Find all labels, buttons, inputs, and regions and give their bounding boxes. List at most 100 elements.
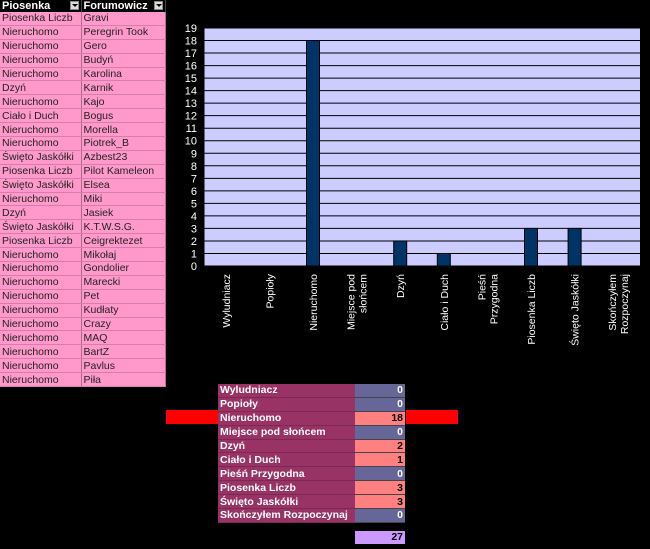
cell-user[interactable]: Ceigrektezet	[81, 233, 166, 249]
x-tick-label: Popioły	[264, 273, 276, 308]
cell-user[interactable]: Gondolier	[81, 261, 166, 276]
y-tick-label: 4	[191, 211, 197, 223]
cell-song[interactable]: Nieruchomo	[0, 275, 82, 290]
summary-label-cell[interactable]: Skończyłem Rozpoczynaj	[218, 508, 355, 523]
cell-song[interactable]: Nieruchomo	[0, 303, 82, 318]
cell-user[interactable]: Piotrek_B	[81, 136, 166, 151]
summary-value-cell[interactable]: 0	[355, 397, 405, 412]
cell-user[interactable]: Pet	[81, 289, 166, 304]
cell-user[interactable]: BartZ	[81, 344, 166, 360]
cell-song[interactable]: Nieruchomo	[0, 122, 82, 138]
filter-dropdown-icon[interactable]	[153, 1, 163, 10]
summary-label-cell[interactable]: Nieruchomo	[218, 411, 355, 426]
cell-user[interactable]: Kudłaty	[81, 303, 166, 318]
cell-song[interactable]: Święto Jaskółki	[0, 219, 82, 235]
table-row: Święto Jaskółki Elsea	[0, 178, 166, 193]
summary-label-cell[interactable]: Popioły	[218, 397, 355, 412]
y-tick-label: 7	[191, 173, 197, 185]
cell-user[interactable]: Pavlus	[81, 358, 166, 374]
cell-song[interactable]: Nieruchomo	[0, 247, 82, 263]
summary-value-cell[interactable]: 3	[355, 480, 405, 496]
cell-song[interactable]: Nieruchomo	[0, 67, 82, 82]
cell-song[interactable]: Dzyń	[0, 205, 82, 221]
cell-user[interactable]: Mikołaj	[81, 247, 166, 263]
cell-song[interactable]: Piosenka Liczb	[0, 164, 82, 179]
table-row: Nieruchomo Gero	[0, 39, 166, 54]
summary-value-cell[interactable]: 18	[355, 411, 405, 426]
cell-song[interactable]: Nieruchomo	[0, 372, 82, 388]
summary-value-cell[interactable]: 0	[355, 508, 405, 523]
cell-song[interactable]: Piosenka Liczb	[0, 233, 82, 249]
bar	[567, 227, 582, 267]
cell-user[interactable]: Peregrin Took	[81, 25, 166, 40]
summary-value-cell[interactable]: 1	[355, 452, 405, 468]
filter-dropdown-icon[interactable]	[69, 1, 79, 10]
cell-song[interactable]: Dzyń	[0, 80, 82, 96]
summary-value-cell[interactable]: 0	[355, 466, 405, 482]
cell-song[interactable]: Nieruchomo	[0, 289, 82, 304]
cell-song[interactable]: Nieruchomo	[0, 317, 82, 332]
cell-user[interactable]: Jasiek	[81, 205, 166, 221]
column-header-piosenka[interactable]: Piosenka	[0, 0, 82, 12]
summary-value-cell[interactable]: 0	[355, 425, 405, 440]
plot-area	[204, 28, 640, 266]
cell-song[interactable]: Święto Jaskółki	[0, 178, 82, 193]
summary-row: Popioły 0	[218, 397, 405, 412]
summary-label-cell[interactable]: Pieśń Przygodna	[218, 466, 355, 482]
cell-user[interactable]: Bogus	[81, 108, 166, 124]
summary-label-cell[interactable]: Dzyń	[218, 439, 355, 454]
cell-user[interactable]: Karolina	[81, 67, 166, 82]
cell-user[interactable]: Miki	[81, 192, 166, 207]
cell-song[interactable]: Nieruchomo	[0, 136, 82, 151]
cell-user[interactable]: Morella	[81, 122, 166, 138]
summary-label-cell[interactable]: Ciało i Duch	[218, 452, 355, 468]
y-tick-label: 6	[191, 186, 197, 198]
cell-user[interactable]: MAQ	[81, 330, 166, 346]
cell-user[interactable]: Gravi	[81, 12, 166, 26]
column-header-forumowicz[interactable]: Forumowicz	[81, 0, 166, 12]
summary-row: Miejsce pod słońcem 0	[218, 425, 405, 440]
cell-user[interactable]: Kajo	[81, 94, 166, 110]
vote-total-cell[interactable]: 27	[355, 531, 405, 544]
bar	[436, 252, 451, 267]
cell-song[interactable]: Nieruchomo	[0, 344, 82, 360]
highlight-marker-right	[406, 410, 458, 424]
cell-song[interactable]: Nieruchomo	[0, 53, 82, 68]
summary-label-cell[interactable]: Wyludniacz	[218, 384, 355, 398]
cell-song[interactable]: Nieruchomo	[0, 330, 82, 346]
cell-user[interactable]: Piła	[81, 372, 166, 388]
y-tick-label: 16	[185, 61, 197, 73]
y-tick-label: 17	[185, 48, 197, 60]
cell-user[interactable]: Budyń	[81, 53, 166, 68]
cell-song[interactable]: Nieruchomo	[0, 25, 82, 40]
summary-value-cell[interactable]: 0	[355, 384, 405, 398]
summary-label-cell[interactable]: Miejsce pod słońcem	[218, 425, 355, 440]
summary-value-cell[interactable]: 2	[355, 439, 405, 454]
cell-user[interactable]: Azbest23	[81, 150, 166, 165]
table-row: Piosenka Liczb Ceigrektezet	[0, 233, 166, 249]
cell-song[interactable]: Ciało i Duch	[0, 108, 82, 124]
cell-song[interactable]: Święto Jaskółki	[0, 150, 82, 165]
poll-entries-table: Piosenka Forumowicz Piosenka Liczb Gravi N…	[0, 0, 166, 388]
summary-value-cell[interactable]: 3	[355, 494, 405, 510]
column-header-label: Piosenka	[2, 0, 51, 12]
cell-song[interactable]: Nieruchomo	[0, 94, 82, 110]
cell-user[interactable]: K.T.W.S.G.	[81, 219, 166, 235]
cell-song[interactable]: Nieruchomo	[0, 39, 82, 54]
cell-user[interactable]: Marecki	[81, 275, 166, 290]
cell-song[interactable]: Nieruchomo	[0, 192, 82, 207]
summary-label-cell[interactable]: Święto Jaskółki	[218, 494, 355, 510]
cell-user[interactable]: Gero	[81, 39, 166, 54]
table-row: Piosenka Liczb Pilot Kameleon	[0, 164, 166, 179]
cell-user[interactable]: Pilot Kameleon	[81, 164, 166, 179]
summary-label-cell[interactable]: Piosenka Liczb	[218, 480, 355, 496]
cell-song[interactable]: Piosenka Liczb	[0, 12, 82, 26]
cell-user[interactable]: Crazy	[81, 317, 166, 332]
cell-user[interactable]: Elsea	[81, 178, 166, 193]
y-tick-label: 13	[185, 98, 197, 110]
cell-song[interactable]: Nieruchomo	[0, 261, 82, 276]
votes-bar-chart: 012345678910111213141516171819Wyludniacz…	[185, 23, 640, 346]
summary-row: Święto Jaskółki 3	[218, 494, 405, 510]
cell-user[interactable]: Karnik	[81, 80, 166, 96]
cell-song[interactable]: Nieruchomo	[0, 358, 82, 374]
